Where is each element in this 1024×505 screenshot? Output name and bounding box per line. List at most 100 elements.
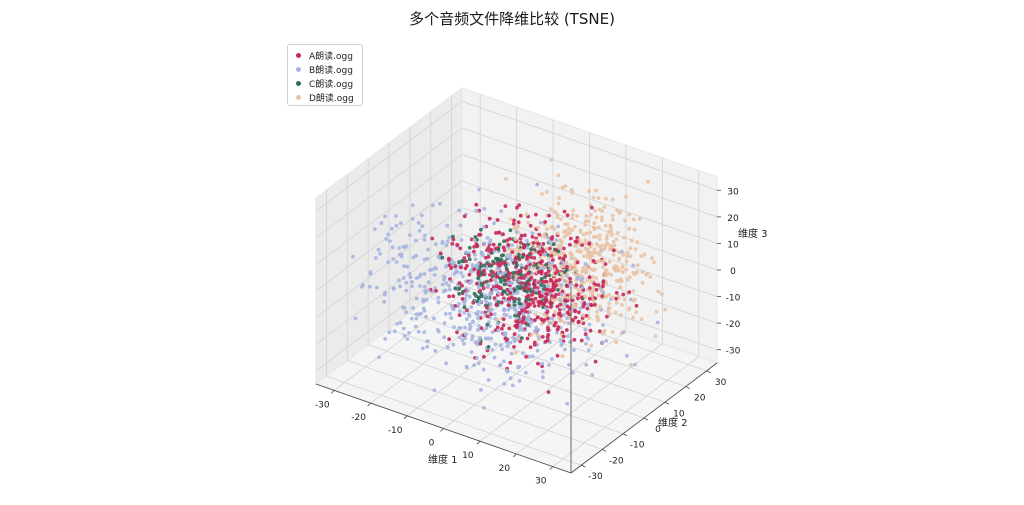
data-point xyxy=(523,273,528,277)
data-point xyxy=(442,278,446,282)
data-point xyxy=(462,305,467,310)
data-point xyxy=(597,329,602,334)
data-point xyxy=(559,286,563,291)
data-point xyxy=(566,321,571,326)
data-point xyxy=(539,322,544,326)
data-point xyxy=(424,298,429,302)
data-point xyxy=(490,330,495,335)
data-point xyxy=(402,333,407,338)
data-point xyxy=(526,259,531,264)
data-point xyxy=(556,201,561,206)
data-point xyxy=(501,271,505,276)
data-point xyxy=(587,189,591,194)
data-point xyxy=(569,253,574,257)
data-point xyxy=(520,328,525,332)
data-point xyxy=(508,287,513,291)
data-point xyxy=(487,216,492,221)
data-point xyxy=(414,316,419,321)
data-point xyxy=(482,354,486,359)
data-point xyxy=(575,269,579,273)
grid-line-y-floor xyxy=(368,344,624,435)
data-point xyxy=(526,304,531,308)
data-point xyxy=(501,317,506,321)
data-point xyxy=(549,250,553,255)
data-point xyxy=(490,347,495,352)
data-point xyxy=(507,274,511,278)
data-point xyxy=(411,255,416,260)
data-point xyxy=(549,304,553,309)
data-point xyxy=(524,317,529,322)
data-point xyxy=(524,297,529,302)
data-point xyxy=(492,312,497,316)
data-point xyxy=(455,330,459,335)
data-point xyxy=(593,359,598,364)
data-point xyxy=(496,291,501,295)
data-point xyxy=(543,306,548,311)
data-point xyxy=(516,285,520,289)
data-point xyxy=(440,255,445,260)
data-point xyxy=(512,345,516,349)
data-point xyxy=(527,265,532,270)
data-point xyxy=(488,249,493,254)
data-point xyxy=(546,269,551,274)
tick-labels: -30 -20 -10 0 10 20 30 -30 -20 -10 0 10 20 30 -30 -20 -1… xyxy=(315,187,741,486)
data-point xyxy=(512,226,516,231)
data-point xyxy=(497,267,502,271)
data-point xyxy=(459,238,464,242)
data-point xyxy=(557,196,561,201)
data-point xyxy=(461,274,465,279)
data-point xyxy=(535,266,540,270)
data-point xyxy=(538,260,543,265)
data-point xyxy=(516,256,521,260)
data-point xyxy=(511,221,516,226)
data-point xyxy=(452,325,456,329)
data-point xyxy=(579,338,584,343)
data-point xyxy=(517,301,522,306)
data-point xyxy=(441,289,446,294)
data-point xyxy=(466,312,471,317)
data-point xyxy=(421,297,426,302)
data-point xyxy=(551,242,556,247)
data-point xyxy=(601,279,606,284)
data-point xyxy=(353,316,358,321)
data-point xyxy=(530,297,534,302)
data-point xyxy=(536,300,541,304)
y-axis-label: 维度 2 xyxy=(658,416,688,429)
data-point xyxy=(530,354,535,359)
data-point xyxy=(550,224,555,229)
data-point xyxy=(436,300,441,305)
data-point xyxy=(610,330,615,334)
y-tick-mark xyxy=(622,433,628,437)
data-point xyxy=(465,264,469,268)
data-point xyxy=(422,237,427,242)
data-point xyxy=(476,276,481,281)
data-point xyxy=(559,217,563,222)
data-point xyxy=(558,245,563,250)
data-point xyxy=(410,280,414,284)
data-point xyxy=(532,256,537,260)
data-point xyxy=(570,228,575,233)
data-point xyxy=(603,272,607,277)
data-point xyxy=(477,187,481,192)
data-point xyxy=(392,329,397,334)
data-point xyxy=(589,343,594,348)
data-point xyxy=(579,290,584,295)
data-point xyxy=(481,286,486,291)
data-point xyxy=(593,302,597,307)
data-point xyxy=(558,338,563,342)
data-point xyxy=(513,256,518,261)
data-point xyxy=(525,255,530,260)
data-point xyxy=(608,224,613,228)
data-point xyxy=(395,321,400,326)
data-point xyxy=(518,339,523,344)
data-point xyxy=(524,212,529,217)
data-point xyxy=(578,228,583,233)
data-point xyxy=(407,331,411,335)
data-point xyxy=(654,309,659,314)
data-point xyxy=(568,266,573,271)
data-point xyxy=(509,295,514,300)
data-point xyxy=(571,266,576,271)
data-point xyxy=(566,334,570,339)
data-point xyxy=(554,238,559,243)
data-point xyxy=(502,248,507,253)
